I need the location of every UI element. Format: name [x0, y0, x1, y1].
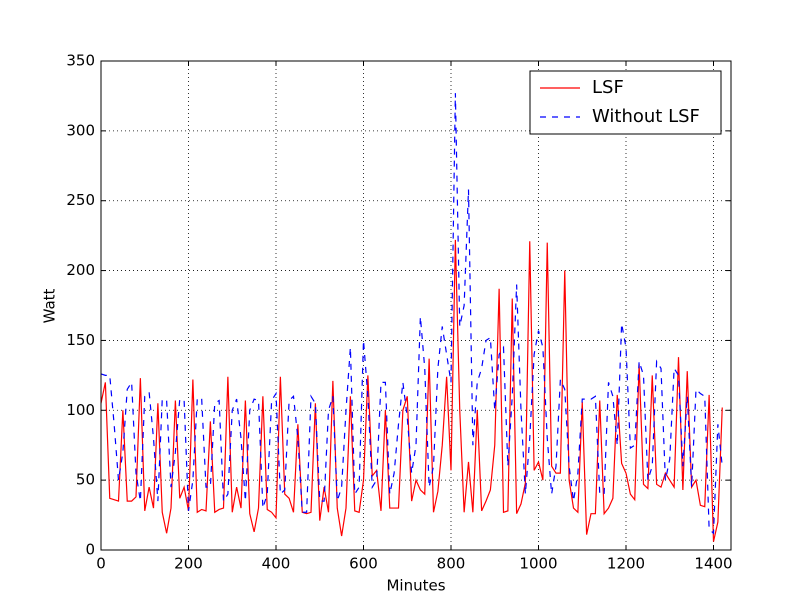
x-tick-label: 1000 [519, 555, 557, 573]
x-tick-label: 600 [349, 555, 378, 573]
y-tick-label: 300 [66, 121, 95, 139]
plot-frame [100, 60, 732, 551]
legend-label: Without LSF [592, 106, 700, 127]
y-tick-label: 350 [66, 52, 95, 70]
x-tick-label: 0 [96, 555, 106, 573]
x-tick-label: 800 [437, 555, 466, 573]
x-axis-label: Minutes [386, 577, 445, 595]
x-tick-label: 1200 [607, 555, 645, 573]
x-tick-label: 200 [174, 555, 203, 573]
x-tick-label: 1400 [694, 555, 732, 573]
legend-label: LSF [592, 77, 624, 98]
y-tick-label: 200 [66, 261, 95, 279]
y-tick-label: 250 [66, 191, 95, 209]
legend-box [529, 70, 722, 135]
y-axis-label: Watt [41, 288, 59, 323]
y-tick-label: 50 [76, 471, 95, 489]
y-tick-label: 0 [85, 541, 95, 559]
y-tick-label: 150 [66, 331, 95, 349]
y-tick-label: 100 [66, 401, 95, 419]
data-line [100, 239, 723, 542]
x-tick-label: 400 [262, 555, 291, 573]
